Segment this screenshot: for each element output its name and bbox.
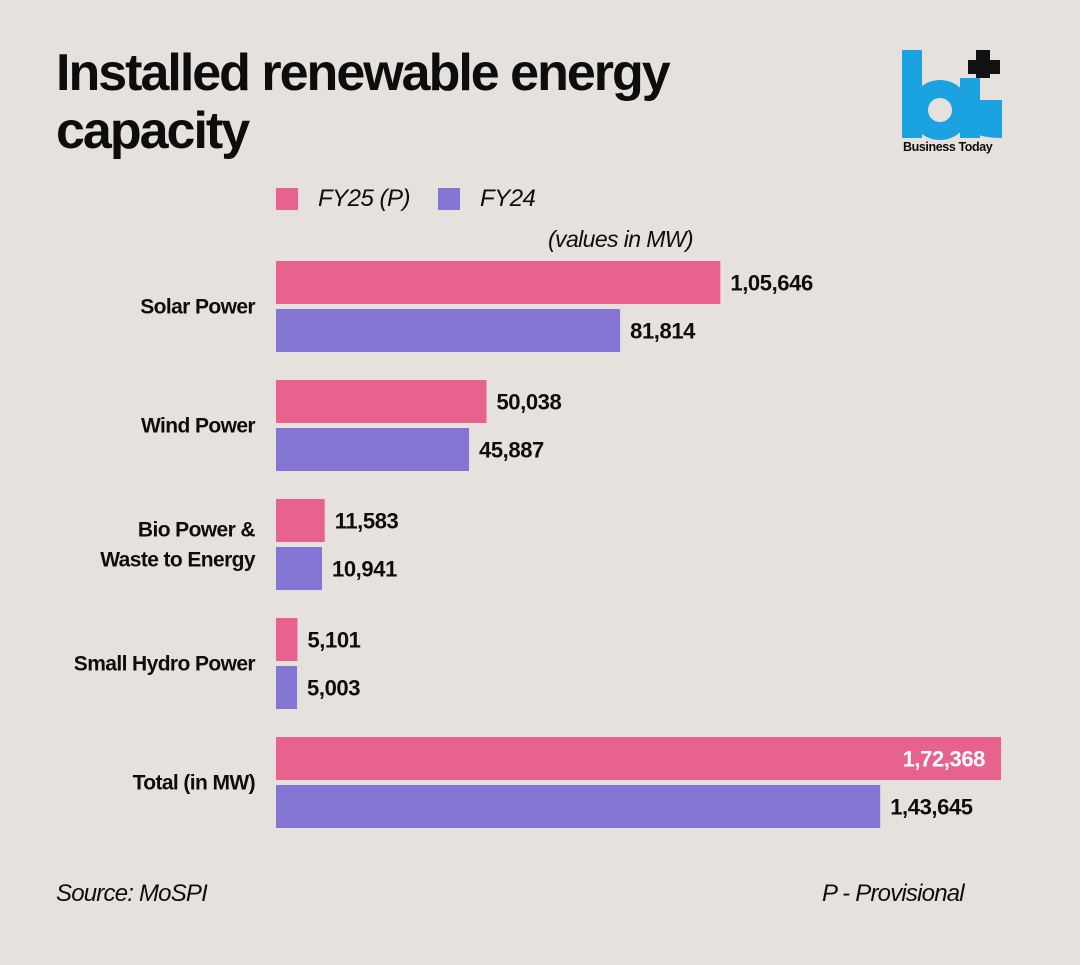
category-label-total-in-mw: Total (in MW): [133, 772, 255, 795]
value-label-fy24-solar-power: 81,814: [630, 319, 696, 344]
bar-fy24-wind-power: [276, 428, 470, 471]
legend: FY25 (P) FY24: [276, 185, 563, 213]
bt-logo-icon: [902, 50, 1002, 140]
provisional-note: P - Provisional: [822, 880, 965, 907]
bar-fy25-solar-power: [276, 261, 721, 304]
legend-item-fy24: FY24: [438, 185, 536, 213]
source-note: Source: MoSPI: [56, 880, 208, 907]
value-label-fy25-wind-power: 50,038: [496, 390, 561, 415]
category-label-small-hydro-power: Small Hydro Power: [74, 653, 256, 676]
category-label-bio-power-waste-to-energy: Waste to Energy: [100, 549, 256, 572]
category-label-bio-power-waste-to-energy: Bio Power &: [138, 519, 256, 542]
value-label-fy24-small-hydro-power: 5,003: [307, 676, 360, 701]
value-label-fy24-total-in-mw: 1,43,645: [890, 795, 973, 820]
category-label-solar-power: Solar Power: [140, 296, 255, 319]
bar-fy25-small-hydro-power: [276, 618, 298, 661]
legend-swatch-fy25: [276, 188, 298, 210]
value-label-fy25-total-in-mw: 1,72,368: [903, 747, 986, 772]
value-label-fy25-solar-power: 1,05,646: [730, 271, 813, 296]
legend-item-fy25: FY25 (P): [276, 185, 411, 213]
legend-label-fy24: FY24: [480, 185, 536, 212]
category-label-wind-power: Wind Power: [141, 415, 255, 438]
units-note: (values in MW): [548, 226, 694, 252]
bar-fy25-bio-power-waste-to-energy: [276, 499, 325, 542]
legend-label-fy25: FY25 (P): [318, 185, 411, 212]
bar-fy24-total-in-mw: [276, 785, 881, 828]
bar-fy24-small-hydro-power: [276, 666, 298, 709]
bar-fy25-total-in-mw: [276, 737, 1001, 780]
bar-fy24-solar-power: [276, 309, 621, 352]
value-label-fy24-wind-power: 45,887: [479, 438, 544, 463]
bar-fy25-wind-power: [276, 380, 487, 423]
brand-name: Business Today: [903, 140, 993, 154]
value-label-fy25-small-hydro-power: 5,101: [307, 628, 360, 653]
value-label-fy25-bio-power-waste-to-energy: 11,583: [335, 509, 399, 534]
value-label-fy24-bio-power-waste-to-energy: 10,941: [332, 557, 397, 582]
bar-fy24-bio-power-waste-to-energy: [276, 547, 323, 590]
legend-swatch-fy24: [438, 188, 461, 210]
chart-title: Installed renewable energy capacity: [56, 44, 671, 160]
